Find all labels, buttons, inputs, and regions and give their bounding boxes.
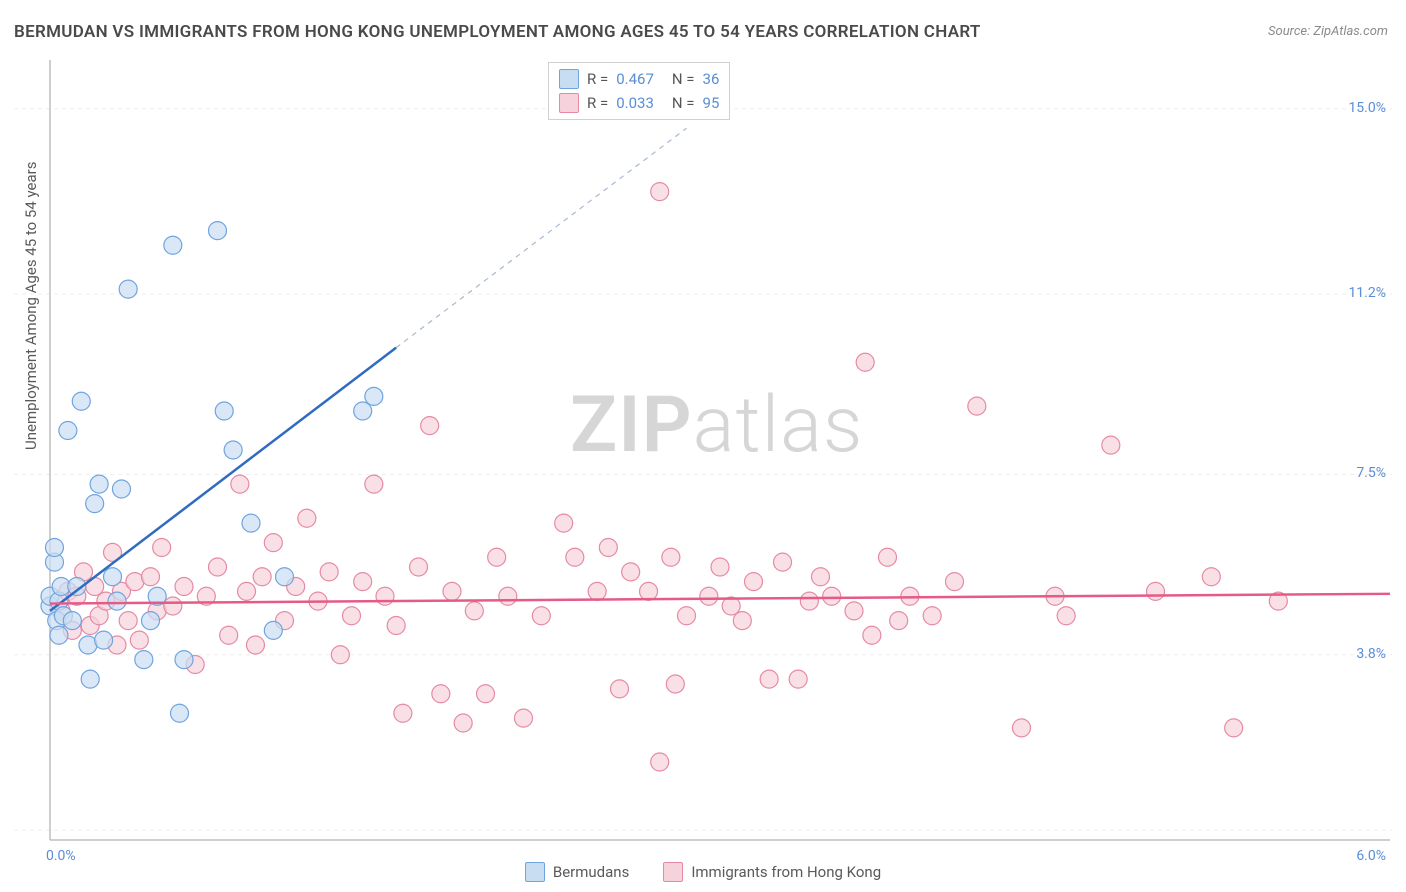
correlation-legend-row: R = 0.467 N = 36 bbox=[559, 67, 719, 91]
y-tick-label: 3.8% bbox=[1356, 646, 1386, 662]
legend-n-value: 36 bbox=[703, 67, 720, 91]
legend-r-label: R = bbox=[587, 67, 608, 91]
y-tick-label: 7.5% bbox=[1356, 465, 1386, 481]
x-tick-label: 6.0% bbox=[1356, 848, 1386, 864]
legend-n-value: 95 bbox=[703, 91, 720, 115]
y-tick-label: 11.2% bbox=[1348, 285, 1386, 301]
series-legend-label: Bermudans bbox=[553, 863, 629, 881]
watermark-zip: ZIP bbox=[570, 380, 693, 471]
watermark-atlas: atlas bbox=[693, 380, 864, 471]
x-tick-label: 0.0% bbox=[46, 848, 76, 864]
legend-r-value: 0.033 bbox=[616, 91, 654, 115]
legend-swatch bbox=[525, 862, 545, 882]
series-legend-label: Immigrants from Hong Kong bbox=[691, 863, 881, 881]
legend-r-label: R = bbox=[587, 91, 608, 115]
series-legend-item: Immigrants from Hong Kong bbox=[663, 862, 881, 882]
correlation-legend-row: R = 0.033 N = 95 bbox=[559, 91, 719, 115]
legend-swatch bbox=[559, 69, 579, 89]
series-legend: Bermudans Immigrants from Hong Kong bbox=[0, 862, 1406, 882]
legend-n-label: N = bbox=[672, 67, 695, 91]
y-tick-label: 15.0% bbox=[1348, 100, 1386, 116]
legend-swatch bbox=[663, 862, 683, 882]
legend-n-label: N = bbox=[672, 91, 695, 115]
correlation-legend: R = 0.467 N = 36 R = 0.033 N = 95 bbox=[548, 62, 730, 120]
legend-swatch bbox=[559, 93, 579, 113]
legend-r-value: 0.467 bbox=[616, 67, 654, 91]
series-legend-item: Bermudans bbox=[525, 862, 629, 882]
watermark: ZIPatlas bbox=[570, 380, 863, 471]
